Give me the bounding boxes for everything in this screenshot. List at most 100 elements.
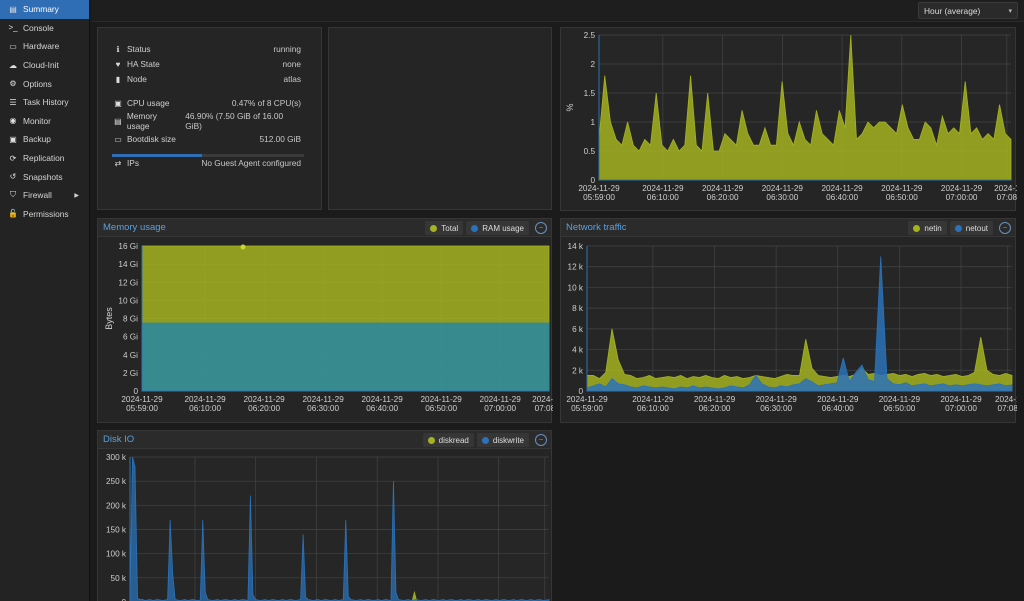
x-tick-label: 2024-11-29 06:50:00	[881, 184, 923, 202]
legend-netin-label: netin	[924, 223, 942, 233]
y-tick-label: 2.5	[584, 31, 596, 40]
sidebar-item-monitor[interactable]: ◉ Monitor	[0, 112, 89, 131]
sidebar-item-label: Firewall	[23, 190, 52, 201]
cpu-usage-label-text: CPU usage	[127, 98, 170, 108]
sidebar: ▤ Summary >_ Console ▭ Hardware ☁ Cloud-Init ⚙ Op…	[0, 0, 90, 601]
memory-legend: Total RAM usage −	[425, 221, 547, 235]
eye-icon: ◉	[9, 116, 17, 126]
series-area-netin	[586, 328, 1013, 392]
reset-zoom-icon[interactable]: −	[535, 434, 547, 446]
sidebar-item-options[interactable]: ⚙ Options	[0, 74, 89, 93]
legend-dot-icon	[481, 436, 489, 444]
x-tick-label: 2024-107:08	[995, 395, 1017, 413]
terminal-icon: >_	[8, 23, 18, 33]
memory-usage-label-text: Memory usage	[126, 111, 157, 131]
book-icon: ▤	[9, 4, 17, 14]
status-row-bootdisk-size: ▭ Bootdisk size 512.00 GiB	[112, 133, 301, 145]
memory-panel-header: Memory usage Total RAM usage −	[98, 219, 551, 237]
y-tick-label: 0	[578, 387, 583, 396]
unlock-icon: 🔓	[8, 209, 18, 219]
sidebar-item-firewall[interactable]: ⛉ Firewall ▶	[0, 186, 89, 205]
bootdisk-size-value: 512.00 GiB	[259, 134, 301, 144]
legend-diskread[interactable]: diskread	[422, 433, 474, 447]
y-tick-label: 200 k	[106, 501, 127, 510]
heartbeat-icon: ♥	[115, 59, 121, 69]
legend-netout[interactable]: netout	[949, 221, 993, 235]
chevron-down-icon: ▾	[1008, 7, 1012, 15]
y-tick-label: 12 k	[568, 263, 584, 272]
legend-diskwrite[interactable]: diskwrite	[476, 433, 529, 447]
legend-total[interactable]: Total	[425, 221, 464, 235]
node-value: atlas	[283, 74, 301, 84]
y-tick-label: 10 k	[568, 283, 584, 292]
sidebar-item-console[interactable]: >_ Console	[0, 19, 89, 38]
ips-label-text: IPs	[127, 158, 139, 168]
legend-ram-usage[interactable]: RAM usage	[466, 221, 529, 235]
sidebar-item-permissions[interactable]: 🔓 Permissions	[0, 205, 89, 224]
y-tick-label: 4 k	[572, 346, 584, 355]
status-row-memory-usage: ▤ Memory usage 46.90% (7.50 GiB of 16.00 G…	[112, 111, 301, 131]
status-panel: ℹ Status running ♥ HA State none ▮ Node atlas ▣ CP…	[97, 27, 322, 210]
network-chart[interactable]: 0 2 k 4 k 6 k 8 k 10 k 12 k 14 k 2024-11-29 05:59…	[561, 219, 1017, 424]
cpu-usage-value: 0.47% of 8 CPU(s)	[231, 98, 301, 108]
x-tick-label: 2024-11-29 05:59:00	[566, 395, 608, 413]
sidebar-item-backup[interactable]: ▣ Backup	[0, 130, 89, 149]
network-panel-header: Network traffic netin netout −	[561, 219, 1015, 237]
y-tick-label: 0	[121, 598, 126, 601]
reset-zoom-icon[interactable]: −	[999, 222, 1011, 234]
x-tick-label: 2024-11-29 06:20:00	[243, 395, 285, 413]
legend-dot-icon	[427, 436, 435, 444]
sidebar-item-label: Options	[23, 78, 52, 89]
reset-zoom-icon[interactable]: −	[535, 222, 547, 234]
y-tick-label: 250 k	[106, 477, 127, 486]
x-tick-label: 2024-11-29 06:30:00	[302, 395, 344, 413]
x-tick-label: 2024-11-29 06:10:00	[184, 395, 226, 413]
legend-diskwrite-label: diskwrite	[492, 435, 524, 445]
x-tick-label: 2024-11-29 06:20:00	[702, 184, 744, 202]
status-row-ha-state: ♥ HA State none	[112, 58, 301, 70]
series-area-diskread	[411, 590, 418, 601]
memory-chart[interactable]: 0 2 Gi 4 Gi 6 Gi 8 Gi 10 Gi 12 Gi 14 Gi 16 Gi 202…	[98, 219, 553, 424]
gear-icon: ⚙	[9, 79, 17, 89]
sidebar-item-snapshots[interactable]: ↺ Snapshots	[0, 167, 89, 186]
memory-usage-bar-fill	[112, 154, 203, 157]
sidebar-item-cloud-init[interactable]: ☁ Cloud-Init	[0, 56, 89, 75]
cloud-icon: ☁	[9, 60, 17, 70]
ips-label: ⇄ IPs	[112, 158, 139, 168]
cpu-icon: ▣	[114, 98, 122, 108]
legend-netin[interactable]: netin	[908, 221, 947, 235]
disk-io-chart[interactable]: 0 50 k 100 k 150 k 200 k 250 k 300 k	[98, 431, 553, 601]
network-legend: netin netout −	[908, 221, 1011, 235]
y-tick-label: 50 k	[111, 574, 127, 583]
x-tick-label: 2024-11-29 07:00:00	[940, 395, 982, 413]
sidebar-item-replication[interactable]: ⟳ Replication	[0, 149, 89, 168]
sidebar-item-summary[interactable]: ▤ Summary	[0, 0, 89, 19]
y-tick-label: 0.5	[584, 147, 596, 156]
y-tick-label: 6 k	[572, 325, 584, 334]
y-tick-label: 300 k	[106, 453, 127, 462]
status-row-ips: ⇄ IPs No Guest Agent configured	[112, 157, 301, 169]
series-area-ram-usage	[141, 322, 550, 392]
sidebar-item-hardware[interactable]: ▭ Hardware	[0, 37, 89, 56]
x-tick-label: 2024-11-29 06:40:00	[821, 184, 863, 202]
disk-panel-title: Disk IO	[103, 434, 135, 445]
timeframe-select[interactable]: Hour (average) ▾	[918, 2, 1018, 19]
cpu-chart[interactable]: 0 0.5 1 1.5 2 2.5 2024-11-29 05:59:00 2024-11-29…	[561, 28, 1017, 212]
legend-dot-icon	[471, 224, 479, 232]
legend-ram-usage-label: RAM usage	[482, 223, 524, 233]
y-tick-label: 2 k	[572, 366, 584, 375]
disk-panel-header: Disk IO diskread diskwrite −	[98, 431, 551, 449]
y-tick-label: 150 k	[106, 526, 127, 535]
sidebar-item-task-history[interactable]: ☰ Task History	[0, 93, 89, 112]
ha-state-label: ♥ HA State	[112, 59, 160, 69]
sidebar-item-label: Replication	[23, 153, 65, 164]
node-label-text: Node	[127, 74, 147, 84]
x-tick-label: 2024-11-29 06:10:00	[642, 184, 684, 202]
sidebar-item-label: Snapshots	[23, 171, 63, 182]
hdd-icon: ▭	[114, 134, 122, 144]
cpu-usage-label: ▣ CPU usage	[112, 98, 169, 108]
exchange-icon: ⇄	[114, 158, 122, 168]
x-tick-label: 2024-107:08	[994, 184, 1017, 202]
disk-legend: diskread diskwrite −	[422, 433, 547, 447]
memory-panel-title: Memory usage	[103, 222, 166, 233]
